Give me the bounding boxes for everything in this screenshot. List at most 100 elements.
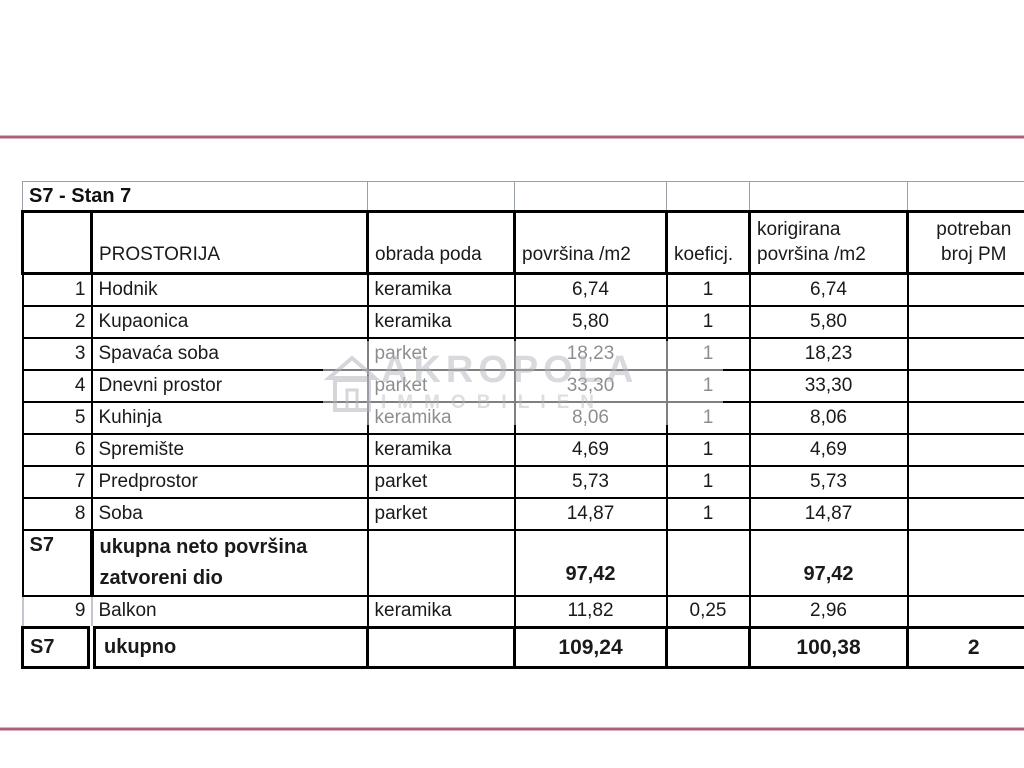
empty-cell (665, 528, 751, 597)
total-row: S7 ukupno 109,24 100,38 2 (21, 626, 1024, 669)
area-cell: 33,30 (513, 368, 668, 403)
floor-finish-cell: parket (366, 464, 516, 499)
table-row-balkon: 9 Balkon keramika 11,82 0,25 2,96 (21, 594, 1024, 629)
table-row: 8 Soba parket 14,87 1 14,87 (21, 496, 1024, 531)
total-corrected-area: 100,38 (748, 626, 910, 669)
room-name-cell: Dnevni prostor (90, 368, 369, 403)
parking-cell (906, 594, 1024, 629)
header-povrsina: površina /m2 (513, 210, 669, 275)
parking-cell (906, 400, 1024, 435)
coefficient-cell: 1 (665, 304, 751, 339)
corrected-area-cell: 5,73 (748, 464, 909, 499)
corrected-area-cell: 5,80 (748, 304, 909, 339)
table-row: 6 Spremište keramika 4,69 1 4,69 (21, 432, 1024, 467)
header-prostorija: PROSTORIJA (89, 210, 370, 275)
total-label: ukupno (89, 626, 370, 669)
subtotal-corrected-area: 97,42 (748, 528, 909, 597)
corrected-area-cell: 18,23 (748, 336, 909, 371)
bottom-accent-line (0, 727, 1024, 731)
empty-cell (666, 181, 751, 212)
corrected-area-cell: 4,69 (748, 432, 909, 467)
parking-cell (906, 272, 1024, 307)
area-cell: 8,06 (513, 400, 668, 435)
corrected-area-cell: 2,96 (748, 594, 909, 629)
empty-cell (907, 181, 1024, 212)
parking-cell (906, 336, 1024, 371)
subtotal-code: S7 (21, 528, 94, 597)
table-row: 3 Spavaća soba parket 18,23 1 18,23 (21, 336, 1024, 371)
parking-cell (906, 432, 1024, 467)
area-cell: 11,82 (513, 594, 668, 629)
room-number-cell: 3 (21, 336, 93, 371)
room-number-cell: 4 (21, 368, 93, 403)
area-cell: 6,74 (513, 272, 668, 307)
corrected-area-cell: 33,30 (748, 368, 909, 403)
coefficient-cell: 1 (665, 336, 751, 371)
room-number-cell: 2 (21, 304, 93, 339)
coefficient-cell: 0,25 (665, 594, 751, 629)
total-parking: 2 (906, 626, 1024, 669)
table-row: 4 Dnevni prostor parket 33,30 1 33,30 (21, 368, 1024, 403)
parking-cell (906, 368, 1024, 403)
floor-finish-cell: parket (366, 496, 516, 531)
room-name-cell: Soba (90, 496, 369, 531)
empty-cell (366, 528, 516, 597)
coefficient-cell: 1 (665, 272, 751, 307)
floor-finish-cell: keramika (366, 400, 516, 435)
empty-cell (366, 626, 517, 669)
empty-cell (514, 181, 668, 212)
table-header-row: PROSTORIJA obrada poda površina /m2 koef… (21, 210, 1024, 275)
header-obrada-poda: obrada poda (366, 210, 517, 275)
floor-finish-cell: keramika (366, 432, 516, 467)
empty-cell (749, 181, 909, 212)
subtotal-label: ukupna neto površina zatvoreni dio (90, 528, 369, 597)
room-name-cell: Spavaća soba (90, 336, 369, 371)
area-cell: 14,87 (513, 496, 668, 531)
area-cell: 5,73 (513, 464, 668, 499)
coefficient-cell: 1 (665, 368, 751, 403)
room-name-cell: Balkon (90, 594, 369, 629)
room-number-cell: 9 (21, 594, 93, 629)
parking-cell (906, 528, 1024, 597)
parking-cell (906, 304, 1024, 339)
area-cell: 5,80 (513, 304, 668, 339)
area-table: S7 - Stan 7 PROSTORIJA obrada poda površ… (21, 181, 1024, 669)
floor-finish-cell: parket (366, 336, 516, 371)
corrected-area-cell: 6,74 (748, 272, 909, 307)
floor-finish-cell: keramika (366, 272, 516, 307)
parking-cell (906, 464, 1024, 499)
room-name-cell: Spremište (90, 432, 369, 467)
subtotal-row: S7 ukupna neto površina zatvoreni dio 97… (21, 528, 1024, 597)
empty-cell (665, 626, 752, 669)
table-row: 1 Hodnik keramika 6,74 1 6,74 (21, 272, 1024, 307)
empty-cell (367, 181, 516, 212)
header-potreban-pm: potreban broj PM (906, 210, 1024, 275)
coefficient-cell: 1 (665, 432, 751, 467)
floor-finish-cell: parket (366, 368, 516, 403)
room-number-cell: 6 (21, 432, 93, 467)
header-row-number (21, 210, 93, 275)
table-row: 2 Kupaonica keramika 5,80 1 5,80 (21, 304, 1024, 339)
header-korigirana: korigirana površina /m2 (748, 210, 910, 275)
table-title-row: S7 - Stan 7 (21, 181, 1024, 212)
corrected-area-cell: 14,87 (748, 496, 909, 531)
room-name-cell: Kupaonica (90, 304, 369, 339)
room-name-cell: Predprostor (90, 464, 369, 499)
room-name-cell: Hodnik (90, 272, 369, 307)
table-title: S7 - Stan 7 (21, 181, 369, 212)
room-name-cell: Kuhinja (90, 400, 369, 435)
total-area: 109,24 (513, 626, 669, 669)
room-number-cell: 8 (21, 496, 93, 531)
total-code: S7 (21, 626, 96, 669)
coefficient-cell: 1 (665, 464, 751, 499)
table-row: 7 Predprostor parket 5,73 1 5,73 (21, 464, 1024, 499)
floor-finish-cell: keramika (366, 304, 516, 339)
room-number-cell: 7 (21, 464, 93, 499)
parking-cell (906, 496, 1024, 531)
area-cell: 4,69 (513, 432, 668, 467)
area-cell: 18,23 (513, 336, 668, 371)
coefficient-cell: 1 (665, 496, 751, 531)
subtotal-area: 97,42 (513, 528, 668, 597)
room-number-cell: 5 (21, 400, 93, 435)
header-koeficijent: koeficj. (665, 210, 752, 275)
